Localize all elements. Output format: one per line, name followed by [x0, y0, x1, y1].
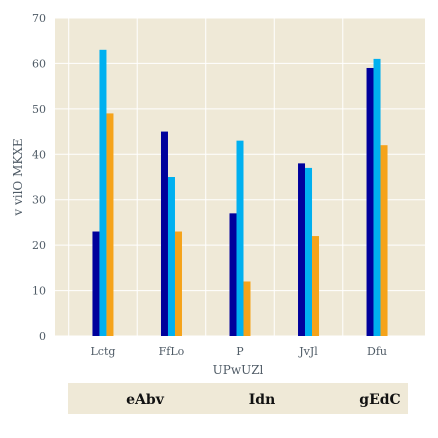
- x-tick-label: JvJl: [298, 345, 318, 358]
- x-tick-label: Dfu: [367, 345, 387, 358]
- bar: [298, 163, 305, 336]
- y-tick-label: 50: [32, 103, 46, 116]
- y-axis-title: v vilO MKXE: [11, 138, 25, 216]
- y-tick-label: 20: [32, 239, 46, 252]
- bar: [237, 141, 244, 336]
- bar: [244, 281, 251, 336]
- x-tick-label: P: [236, 345, 244, 358]
- x-tick-label: Lctg: [90, 345, 115, 358]
- y-tick-label: 30: [32, 194, 46, 207]
- x-axis-ticks: Lctg FfLo P JvJl Dfu: [90, 345, 387, 358]
- x-tick-label: FfLo: [159, 345, 185, 358]
- bar: [381, 145, 388, 336]
- legend-box: [68, 383, 408, 414]
- bar: [374, 59, 381, 336]
- y-tick-label: 40: [32, 148, 46, 161]
- y-tick-label: 0: [39, 330, 46, 343]
- bar: [161, 132, 168, 336]
- bar: [367, 68, 374, 336]
- bar: [99, 50, 106, 336]
- bar: [230, 213, 237, 336]
- legend-item-label: Idn: [249, 392, 276, 408]
- x-axis-title: UPwUZl: [213, 363, 264, 377]
- y-axis-ticks: 0 10 20 30 40 50 60 70: [32, 12, 46, 343]
- bar: [175, 232, 182, 336]
- bar: [305, 168, 312, 336]
- legend-item-label: eAbv: [126, 392, 165, 408]
- bar: [106, 113, 113, 336]
- y-tick-label: 10: [32, 285, 46, 298]
- y-tick-label: 60: [32, 57, 46, 70]
- bar: [312, 236, 319, 336]
- bar: [168, 177, 175, 336]
- y-tick-label: 70: [32, 12, 46, 25]
- legend-item-label: gEdC: [359, 392, 400, 408]
- bar: [92, 232, 99, 336]
